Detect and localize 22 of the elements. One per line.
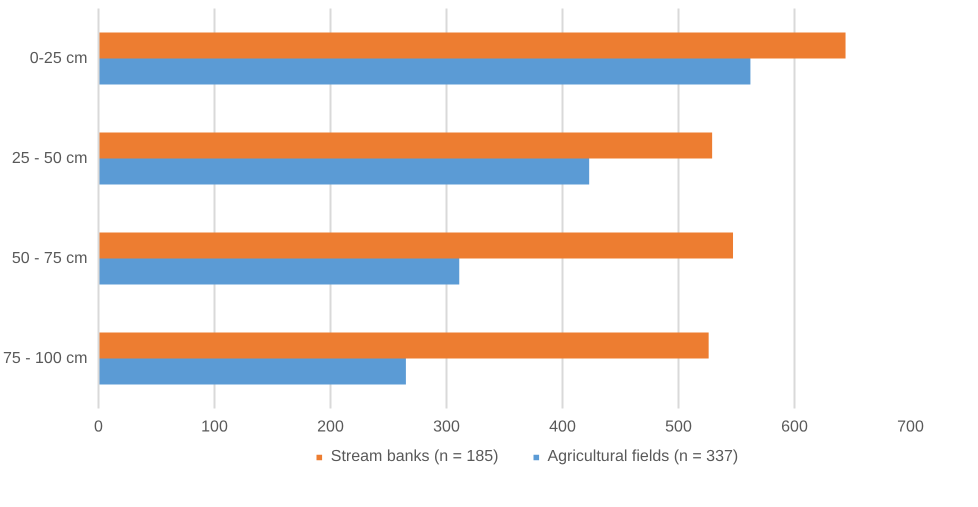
bar	[98, 158, 590, 184]
x-tick-label: 500	[665, 418, 692, 436]
y-tick-label: 50 - 75 cm	[12, 250, 88, 267]
x-tick-label: 100	[201, 418, 228, 436]
x-tick-label: 700	[897, 418, 924, 436]
bar	[98, 58, 750, 84]
y-tick-label: 25 - 50 cm	[12, 150, 88, 167]
legend-label: Agricultural fields (n = 337)	[547, 448, 738, 466]
bar	[98, 358, 406, 384]
x-tick-label: 300	[433, 418, 460, 436]
bar	[98, 232, 734, 258]
x-tick-label: 200	[317, 418, 344, 436]
x-tick-label: 0	[94, 418, 104, 436]
bar	[98, 32, 846, 58]
x-tick-label: 600	[781, 418, 808, 436]
x-tick-label: 400	[549, 418, 576, 436]
bar	[98, 258, 460, 284]
y-tick-label: 75 - 100 cm	[3, 350, 88, 367]
y-tick-label: 0-25 cm	[30, 50, 88, 67]
legend-label: Stream banks (n = 185)	[330, 448, 498, 466]
bar	[98, 132, 712, 158]
bar	[98, 332, 709, 358]
